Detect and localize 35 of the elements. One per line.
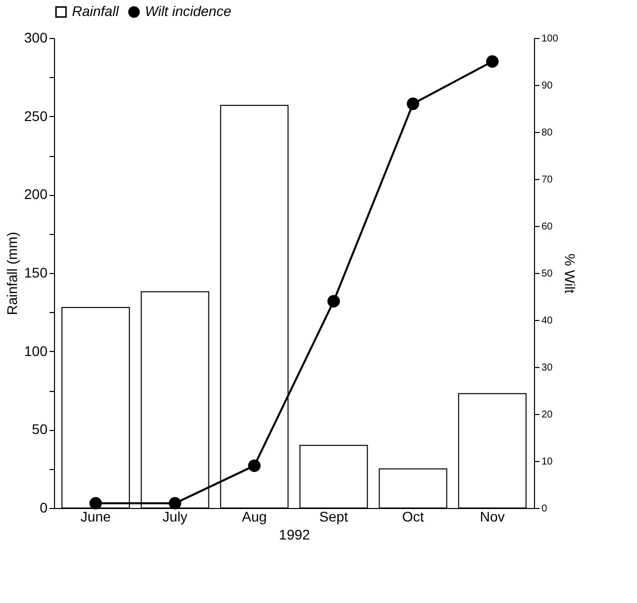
point — [406, 98, 420, 110]
y2-tick-label: 90 — [542, 80, 554, 92]
y2-tick-label: 70 — [542, 174, 554, 186]
legend-label: Rainfall — [72, 3, 120, 19]
x-tick-label: June — [80, 508, 112, 524]
x-axis-title: 1992 — [278, 526, 310, 542]
x-tick-label: Nov — [480, 508, 505, 524]
y2-tick-label: 50 — [542, 268, 554, 280]
x-tick-label: Aug — [242, 508, 267, 524]
y-tick-label: 200 — [24, 186, 48, 202]
x-tick-label: July — [162, 508, 188, 524]
point — [327, 294, 340, 308]
y-tick-label: 0 — [40, 500, 48, 516]
y2-axis-title: % Wilt — [562, 254, 578, 294]
y2-tick-label: 40 — [542, 316, 554, 326]
point — [486, 55, 499, 68]
point — [89, 497, 102, 510]
y2-tick-label: 100 — [542, 34, 559, 44]
x-tick-label: Sept — [319, 508, 348, 524]
y-tick-label: 150 — [24, 264, 48, 280]
point — [248, 459, 261, 472]
x-tick-label: Oct — [402, 508, 424, 524]
y-tick-label: 300 — [24, 30, 48, 46]
y2-tick-label: 20 — [542, 410, 554, 420]
y-tick-label: 250 — [24, 108, 48, 124]
y2-tick-label: 0 — [542, 504, 548, 514]
y-tick-label: 100 — [24, 342, 48, 359]
y2-tick-label: 60 — [542, 222, 554, 232]
y2-tick-label: 30 — [542, 362, 554, 374]
y2-tick-label: 80 — [542, 128, 554, 138]
y-axis-title: Rainfall (mm) — [4, 232, 20, 316]
y-tick-label: 50 — [32, 421, 48, 438]
legend-label: Wilt incidence — [145, 3, 232, 19]
point — [168, 497, 182, 510]
y2-tick-label: 10 — [542, 456, 554, 468]
